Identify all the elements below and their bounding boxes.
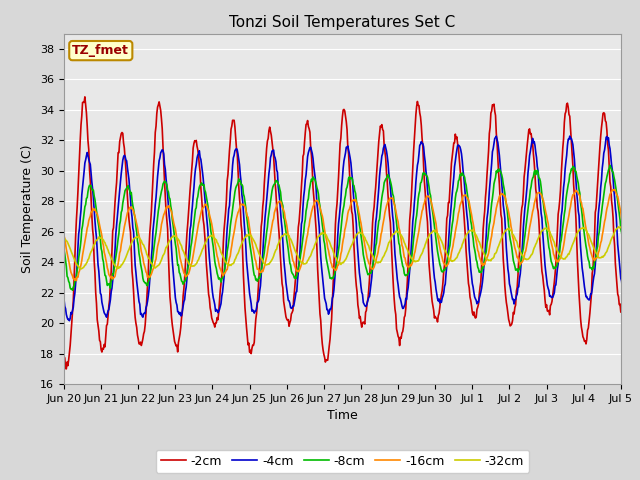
Line: -16cm: -16cm [27, 190, 639, 282]
-16cm [101, 252, 109, 258]
X-axis label: Time: Time [327, 409, 358, 422]
-16cm [509, 236, 517, 242]
-2cm [636, 121, 640, 127]
-2cm [510, 311, 518, 317]
-8cm [68, 288, 76, 293]
-4cm [446, 217, 454, 223]
-8cm [509, 257, 517, 263]
-8cm [636, 204, 640, 210]
-4cm [509, 297, 517, 302]
-2cm [447, 173, 454, 179]
-4cm [46, 156, 54, 162]
-32cm [446, 257, 454, 263]
-4cm [636, 166, 640, 172]
Legend: -2cm, -4cm, -8cm, -16cm, -32cm: -2cm, -4cm, -8cm, -16cm, -32cm [156, 450, 529, 473]
-8cm [237, 178, 244, 183]
Text: TZ_fmet: TZ_fmet [72, 44, 129, 57]
-8cm [606, 162, 614, 168]
-32cm [47, 258, 54, 264]
Line: -32cm: -32cm [27, 227, 639, 270]
-4cm [237, 172, 244, 178]
Y-axis label: Soil Temperature (C): Soil Temperature (C) [22, 144, 35, 273]
-8cm [23, 248, 31, 254]
-2cm [237, 222, 245, 228]
-16cm [446, 258, 454, 264]
-16cm [611, 187, 618, 192]
-2cm [81, 94, 89, 100]
Title: Tonzi Soil Temperatures Set C: Tonzi Soil Temperatures Set C [229, 15, 456, 30]
-32cm [614, 224, 622, 230]
-16cm [237, 203, 244, 209]
Line: -4cm: -4cm [27, 136, 639, 321]
-4cm [566, 133, 573, 139]
-32cm [101, 240, 109, 246]
-16cm [47, 224, 54, 229]
-32cm [509, 232, 517, 238]
-4cm [65, 318, 73, 324]
-2cm [63, 366, 70, 372]
-4cm [101, 312, 109, 317]
-16cm [23, 234, 31, 240]
-32cm [636, 254, 640, 260]
-2cm [618, 302, 626, 308]
-8cm [618, 234, 626, 240]
-32cm [23, 237, 31, 243]
-16cm [636, 232, 640, 238]
-8cm [46, 195, 54, 201]
-32cm [618, 226, 626, 232]
-4cm [23, 294, 31, 300]
-16cm [35, 279, 43, 285]
-2cm [23, 340, 31, 346]
-2cm [102, 333, 109, 339]
-16cm [618, 219, 626, 225]
Line: -2cm: -2cm [27, 97, 639, 369]
-32cm [41, 267, 49, 273]
-2cm [46, 144, 54, 150]
-8cm [446, 242, 454, 248]
-32cm [237, 244, 244, 250]
-4cm [618, 286, 626, 291]
-8cm [101, 273, 109, 278]
Line: -8cm: -8cm [27, 165, 639, 290]
